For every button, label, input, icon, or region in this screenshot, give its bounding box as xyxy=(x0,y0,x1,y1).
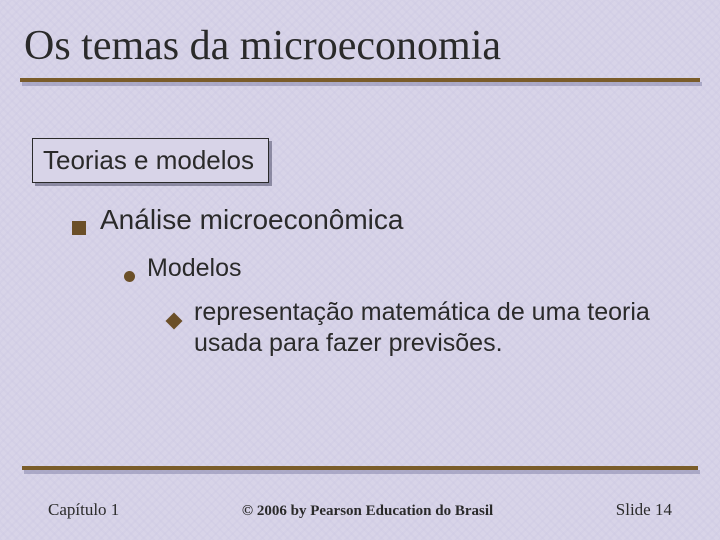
bullet-level2-text: Modelos xyxy=(147,254,242,283)
bullet-level3-text: representação matemática de uma teoria u… xyxy=(194,297,680,360)
content-area: Análise microeconômica Modelos represent… xyxy=(72,204,680,360)
slide-title: Os temas da microeconomia xyxy=(0,0,720,76)
bullet-level1: Análise microeconômica xyxy=(72,204,680,236)
slide: Os temas da microeconomia Teorias e mode… xyxy=(0,0,720,540)
dot-bullet-icon xyxy=(124,271,135,282)
footer-rule-shadow xyxy=(24,470,700,474)
footer-copyright: © 2006 by Pearson Education do Brasil xyxy=(242,503,493,520)
title-area: Os temas da microeconomia xyxy=(0,0,720,76)
title-rule-shadow xyxy=(22,82,702,86)
footer-chapter: Capítulo 1 xyxy=(48,500,119,520)
diamond-bullet-icon xyxy=(166,313,183,330)
bullet-level1-text: Análise microeconômica xyxy=(100,204,403,236)
subtitle-text: Teorias e modelos xyxy=(43,145,254,175)
bullet-level2: Modelos xyxy=(124,254,680,283)
subtitle-box: Teorias e modelos xyxy=(32,138,269,183)
footer: Capítulo 1 © 2006 by Pearson Education d… xyxy=(0,500,720,520)
bullet-level3: representação matemática de uma teoria u… xyxy=(168,297,680,360)
square-bullet-icon xyxy=(72,221,86,235)
footer-rule xyxy=(22,466,698,470)
footer-slide-number: Slide 14 xyxy=(616,500,672,520)
